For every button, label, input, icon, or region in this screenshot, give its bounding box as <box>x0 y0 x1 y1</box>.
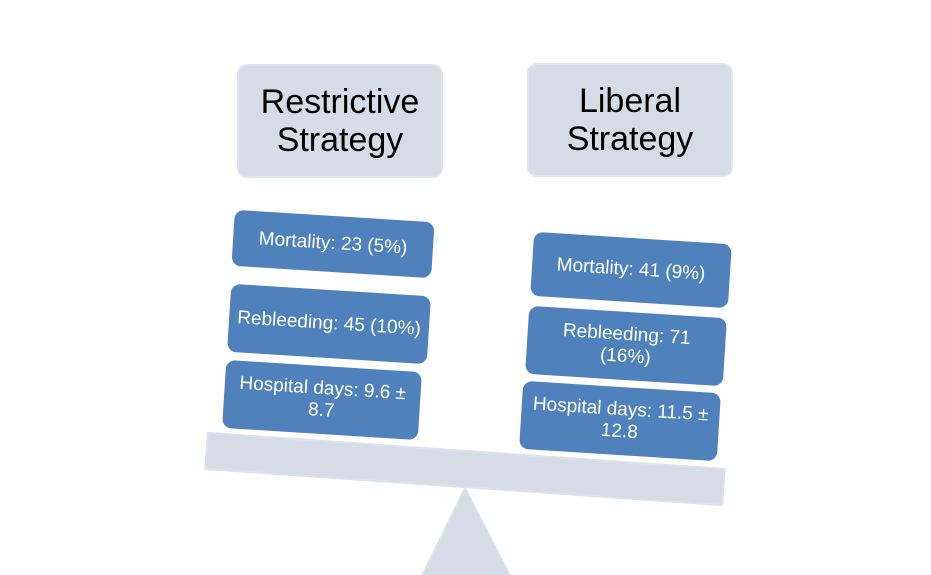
restrictive-strategy-header: Restrictive Strategy <box>237 64 443 178</box>
fulcrum-triangle <box>421 485 511 575</box>
liberal-strategy-header: Liberal Strategy <box>527 63 733 177</box>
